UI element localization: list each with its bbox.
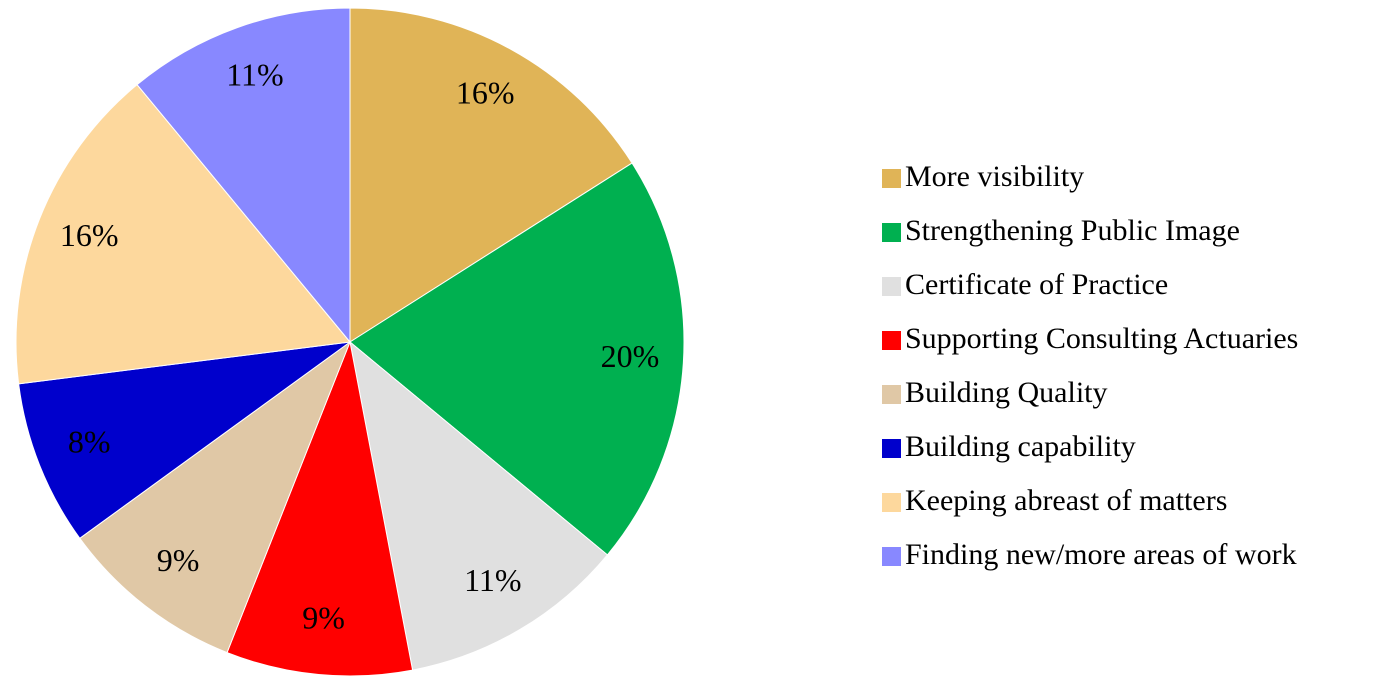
pie-slice bbox=[349, 162, 685, 556]
data-label: 8% bbox=[68, 424, 111, 460]
legend-marker bbox=[882, 169, 901, 188]
data-label: 16% bbox=[60, 217, 119, 253]
legend-label: Supporting Consulting Actuaries bbox=[905, 322, 1298, 355]
pie-slice bbox=[349, 340, 609, 671]
pie-slice bbox=[15, 83, 351, 385]
legend-marker bbox=[882, 277, 901, 296]
pie-slice bbox=[349, 7, 633, 343]
legend-label: Strengthening Public Image bbox=[905, 214, 1240, 247]
legend-marker bbox=[882, 223, 901, 242]
legend-marker bbox=[882, 493, 901, 512]
pie-slice bbox=[226, 340, 414, 676]
legend-label: Building Quality bbox=[905, 376, 1108, 409]
pie-slice bbox=[79, 340, 352, 654]
legend-marker bbox=[882, 547, 901, 566]
data-label: 11% bbox=[464, 562, 521, 598]
legend-label: Building capability bbox=[905, 430, 1136, 463]
pie-slice bbox=[136, 7, 351, 344]
legend-label: Keeping abreast of matters bbox=[905, 484, 1227, 517]
pie-slice bbox=[18, 341, 351, 540]
legend-label: More visibility bbox=[905, 160, 1084, 193]
data-label: 20% bbox=[601, 338, 660, 374]
data-label: 9% bbox=[157, 542, 200, 578]
data-label: 9% bbox=[302, 600, 345, 636]
legend-label: Certificate of Practice bbox=[905, 268, 1168, 301]
legend-label: Finding new/more areas of work bbox=[905, 538, 1297, 571]
data-label: 16% bbox=[456, 74, 515, 110]
legend-marker bbox=[882, 331, 901, 350]
data-label: 11% bbox=[226, 56, 283, 92]
legend-marker bbox=[882, 439, 901, 458]
legend-marker bbox=[882, 385, 901, 404]
